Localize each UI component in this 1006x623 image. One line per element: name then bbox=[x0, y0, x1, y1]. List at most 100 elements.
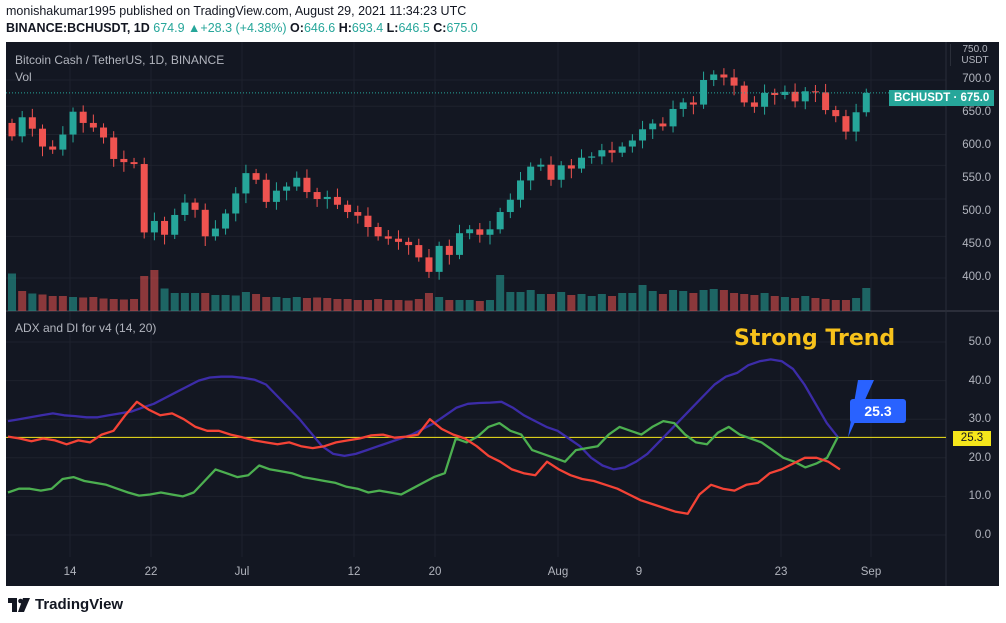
volume-bar bbox=[862, 288, 871, 311]
candle-body bbox=[191, 202, 199, 210]
candle-body bbox=[730, 77, 738, 86]
open-label: O: bbox=[290, 21, 304, 35]
x-tick: Sep bbox=[860, 566, 882, 578]
volume-bar bbox=[628, 293, 637, 311]
x-tick: 12 bbox=[347, 566, 361, 578]
footer-brand[interactable]: TradingView bbox=[8, 596, 123, 613]
adx-line bbox=[7, 358, 839, 471]
candle-body bbox=[628, 140, 636, 147]
candle-body bbox=[537, 164, 545, 167]
candle-body bbox=[761, 92, 769, 107]
x-tick: 22 bbox=[144, 566, 158, 578]
candle-body bbox=[476, 229, 484, 235]
x-tick: Jul bbox=[234, 566, 250, 578]
candle-body bbox=[811, 91, 819, 93]
volume-bar bbox=[241, 292, 250, 311]
candle-body bbox=[639, 129, 647, 141]
candle-body bbox=[100, 127, 108, 138]
price-tick: 500.0 bbox=[962, 205, 991, 217]
candle-body bbox=[506, 199, 514, 213]
candle-body bbox=[862, 92, 870, 113]
volume-bar bbox=[414, 299, 423, 311]
price-legend: Bitcoin Cash / TetherUS, 1D, BINANCE bbox=[15, 53, 225, 67]
candle-body bbox=[364, 215, 372, 228]
volume-bar bbox=[333, 299, 342, 311]
candle-body bbox=[445, 245, 453, 255]
volume-bar bbox=[536, 294, 545, 311]
price-tick: 600.0 bbox=[962, 139, 991, 151]
candle-body bbox=[740, 85, 748, 103]
candle-body bbox=[771, 92, 779, 95]
volume-bar bbox=[292, 297, 301, 311]
volume-bar bbox=[89, 297, 98, 311]
candle-body bbox=[150, 220, 158, 233]
volume-bar bbox=[587, 296, 596, 311]
low-label: L: bbox=[386, 21, 399, 35]
candle-body bbox=[496, 212, 504, 230]
candle-body bbox=[578, 157, 586, 169]
x-tick: 20 bbox=[428, 566, 442, 578]
adx-callout[interactable]: 25.3 bbox=[850, 399, 906, 423]
volume-bar bbox=[170, 293, 179, 311]
volume-bar bbox=[730, 293, 739, 311]
volume-bar bbox=[648, 291, 657, 311]
candle-body bbox=[39, 128, 47, 147]
volume-bar bbox=[852, 298, 861, 311]
candle-body bbox=[791, 91, 799, 102]
candle-body bbox=[79, 111, 87, 123]
volume-bar bbox=[109, 299, 118, 311]
volume-bar bbox=[221, 295, 230, 311]
candle-body bbox=[659, 123, 667, 127]
volume-bar bbox=[455, 300, 464, 311]
indicator-tick: 50.0 bbox=[968, 336, 991, 348]
volume-bar bbox=[557, 292, 566, 311]
adx-level-badge: 25.3 bbox=[953, 431, 991, 446]
candle-body bbox=[8, 122, 16, 137]
candle-body bbox=[435, 245, 443, 272]
chart-canvas[interactable] bbox=[6, 42, 999, 586]
volume-bar bbox=[79, 297, 88, 311]
candle-body bbox=[201, 209, 209, 237]
volume-bar bbox=[201, 293, 210, 311]
candle-body bbox=[750, 102, 758, 107]
volume-bar bbox=[597, 294, 606, 311]
volume-bar bbox=[384, 300, 393, 311]
candle-body bbox=[161, 220, 169, 235]
volume-bar bbox=[28, 293, 37, 311]
candle-body bbox=[69, 111, 77, 135]
x-tick: 14 bbox=[63, 566, 77, 578]
symbol[interactable]: BINANCE:BCHUSDT, 1D bbox=[6, 21, 150, 35]
volume-bar bbox=[506, 292, 515, 311]
candle-body bbox=[18, 117, 26, 137]
volume-bar bbox=[689, 293, 698, 311]
currency: USDT bbox=[961, 55, 989, 66]
candle-body bbox=[832, 110, 840, 117]
volume-bar bbox=[272, 297, 281, 311]
candle-body bbox=[130, 162, 138, 165]
candle-body bbox=[720, 74, 728, 78]
candle-body bbox=[415, 245, 423, 258]
candle-body bbox=[384, 236, 392, 239]
volume-bar bbox=[18, 291, 27, 311]
volume-bar bbox=[302, 298, 311, 311]
candle-body bbox=[618, 146, 626, 153]
candle-body bbox=[689, 102, 697, 105]
candle-body bbox=[649, 123, 657, 130]
candle-body bbox=[486, 229, 494, 235]
volume-bar bbox=[638, 285, 647, 311]
candle-body bbox=[394, 238, 402, 242]
strong-trend-annotation: Strong Trend bbox=[734, 326, 896, 351]
footer-brand-text: TradingView bbox=[35, 596, 124, 613]
ohlc-line: BINANCE:BCHUSDT, 1D 674.9 ▲+28.3 (+4.38%… bbox=[6, 21, 478, 35]
chart-area[interactable]: Bitcoin Cash / TetherUS, 1D, BINANCE Vol… bbox=[6, 42, 999, 586]
candle-body bbox=[110, 137, 118, 159]
volume-bar bbox=[801, 296, 810, 311]
candle-body bbox=[89, 122, 97, 128]
price-tick: 650.0 bbox=[962, 106, 991, 118]
volume-bar bbox=[811, 298, 820, 311]
candle-body bbox=[822, 92, 830, 111]
candle-body bbox=[313, 192, 321, 200]
candle-body bbox=[211, 228, 219, 237]
candle-body bbox=[252, 173, 260, 180]
candle-body bbox=[140, 164, 148, 233]
